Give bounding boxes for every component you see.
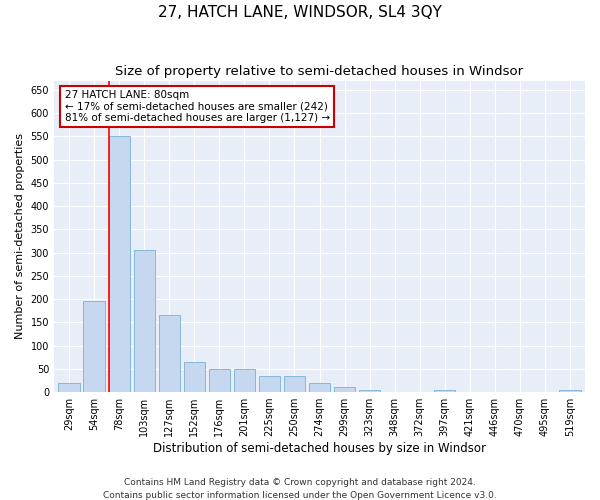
Bar [309, 383, 330, 392]
Bar [234, 369, 255, 392]
X-axis label: Distribution of semi-detached houses by size in Windsor: Distribution of semi-detached houses by … [153, 442, 486, 455]
Bar [158, 316, 180, 392]
Bar [134, 250, 155, 392]
Text: 27 HATCH LANE: 80sqm
← 17% of semi-detached houses are smaller (242)
81% of semi: 27 HATCH LANE: 80sqm ← 17% of semi-detac… [65, 90, 330, 123]
Bar [334, 388, 355, 392]
Text: Contains HM Land Registry data © Crown copyright and database right 2024.
Contai: Contains HM Land Registry data © Crown c… [103, 478, 497, 500]
Bar [259, 376, 280, 392]
Bar [559, 390, 581, 392]
Text: 27, HATCH LANE, WINDSOR, SL4 3QY: 27, HATCH LANE, WINDSOR, SL4 3QY [158, 5, 442, 20]
Y-axis label: Number of semi-detached properties: Number of semi-detached properties [15, 134, 25, 340]
Bar [58, 383, 80, 392]
Bar [209, 369, 230, 392]
Bar [184, 362, 205, 392]
Bar [284, 376, 305, 392]
Bar [359, 390, 380, 392]
Bar [83, 302, 105, 392]
Title: Size of property relative to semi-detached houses in Windsor: Size of property relative to semi-detach… [115, 65, 524, 78]
Bar [109, 136, 130, 392]
Bar [434, 390, 455, 392]
